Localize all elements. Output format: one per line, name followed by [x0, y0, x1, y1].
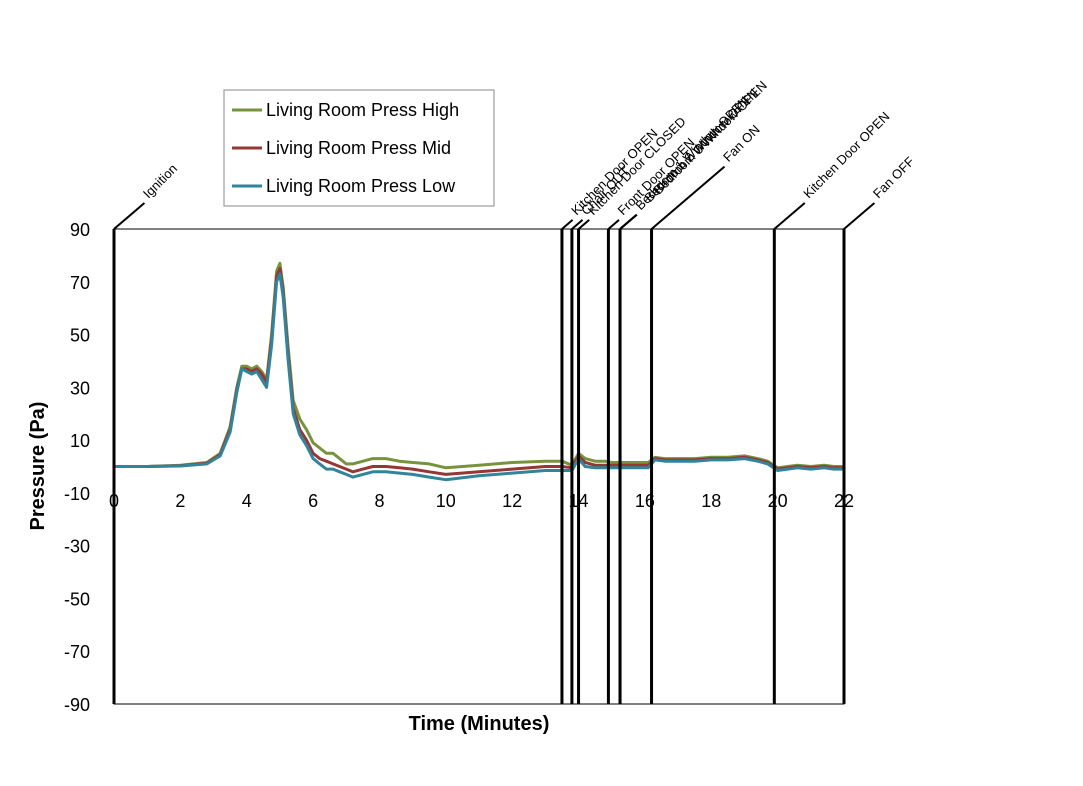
event-label: Fan OFF — [870, 154, 917, 201]
y-tick-label: -90 — [64, 695, 90, 715]
y-tick-label: 10 — [70, 431, 90, 451]
event-leader-line — [577, 219, 590, 230]
y-tick-label: -10 — [64, 484, 90, 504]
legend-box — [223, 89, 495, 207]
x-tick-label: 4 — [242, 491, 252, 511]
event-leader-line — [650, 165, 726, 230]
event-leader-line — [773, 202, 806, 230]
legend-label-low: Living Room Press Low — [266, 176, 456, 196]
x-tick-label: 16 — [635, 491, 655, 511]
x-tick-label: 18 — [701, 491, 721, 511]
x-tick-label: 2 — [175, 491, 185, 511]
y-tick-label: 30 — [70, 378, 90, 398]
event-label: Ignition — [140, 161, 180, 201]
event-leader-line — [571, 219, 584, 230]
event-leader-line — [561, 219, 574, 230]
y-tick-label: -70 — [64, 642, 90, 662]
x-tick-label: 6 — [308, 491, 318, 511]
x-axis-title: Time (Minutes) — [409, 713, 550, 735]
series-line-low — [112, 272, 846, 482]
legend-label-mid: Living Room Press Mid — [266, 138, 451, 158]
event-leader-line — [607, 219, 620, 230]
y-tick-label: 50 — [70, 326, 90, 346]
y-tick-label: 90 — [70, 220, 90, 240]
x-tick-label: 10 — [436, 491, 456, 511]
x-tick-label: 12 — [502, 491, 522, 511]
x-tick-label: 20 — [768, 491, 788, 511]
x-tick-label: 8 — [374, 491, 384, 511]
legend-label-high: Living Room Press High — [266, 100, 459, 120]
event-leader-line — [113, 202, 146, 230]
y-tick-label: 70 — [70, 273, 90, 293]
series-lines — [112, 261, 846, 482]
y-axis-title: Pressure (Pa) — [27, 402, 49, 531]
y-tick-label: -50 — [64, 589, 90, 609]
y-axis-ticks: 90 70 50 30 10 -10 -30 -50 -70 -90 — [64, 220, 90, 715]
event-leader-line — [843, 202, 876, 230]
y-tick-label: -30 — [64, 537, 90, 557]
legend: Living Room Press High Living Room Press… — [223, 89, 495, 207]
event-leader-line — [619, 213, 638, 230]
